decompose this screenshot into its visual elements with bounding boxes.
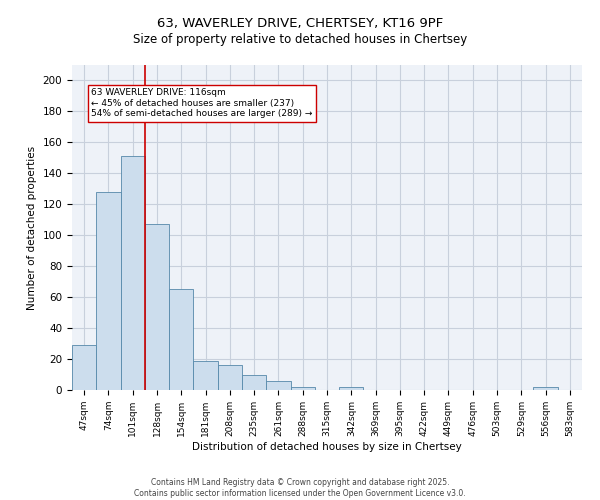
Bar	[339, 387, 364, 390]
Bar	[266, 380, 290, 390]
Y-axis label: Number of detached properties: Number of detached properties	[27, 146, 37, 310]
Bar	[193, 360, 218, 390]
Bar	[145, 224, 169, 390]
Bar	[218, 365, 242, 390]
Bar	[72, 345, 96, 390]
Text: Size of property relative to detached houses in Chertsey: Size of property relative to detached ho…	[133, 32, 467, 46]
Bar	[242, 374, 266, 390]
Bar	[169, 290, 193, 390]
X-axis label: Distribution of detached houses by size in Chertsey: Distribution of detached houses by size …	[192, 442, 462, 452]
Text: 63, WAVERLEY DRIVE, CHERTSEY, KT16 9PF: 63, WAVERLEY DRIVE, CHERTSEY, KT16 9PF	[157, 18, 443, 30]
Bar	[96, 192, 121, 390]
Text: Contains HM Land Registry data © Crown copyright and database right 2025.
Contai: Contains HM Land Registry data © Crown c…	[134, 478, 466, 498]
Text: 63 WAVERLEY DRIVE: 116sqm
← 45% of detached houses are smaller (237)
54% of semi: 63 WAVERLEY DRIVE: 116sqm ← 45% of detac…	[91, 88, 313, 118]
Bar	[290, 387, 315, 390]
Bar	[533, 387, 558, 390]
Bar	[121, 156, 145, 390]
